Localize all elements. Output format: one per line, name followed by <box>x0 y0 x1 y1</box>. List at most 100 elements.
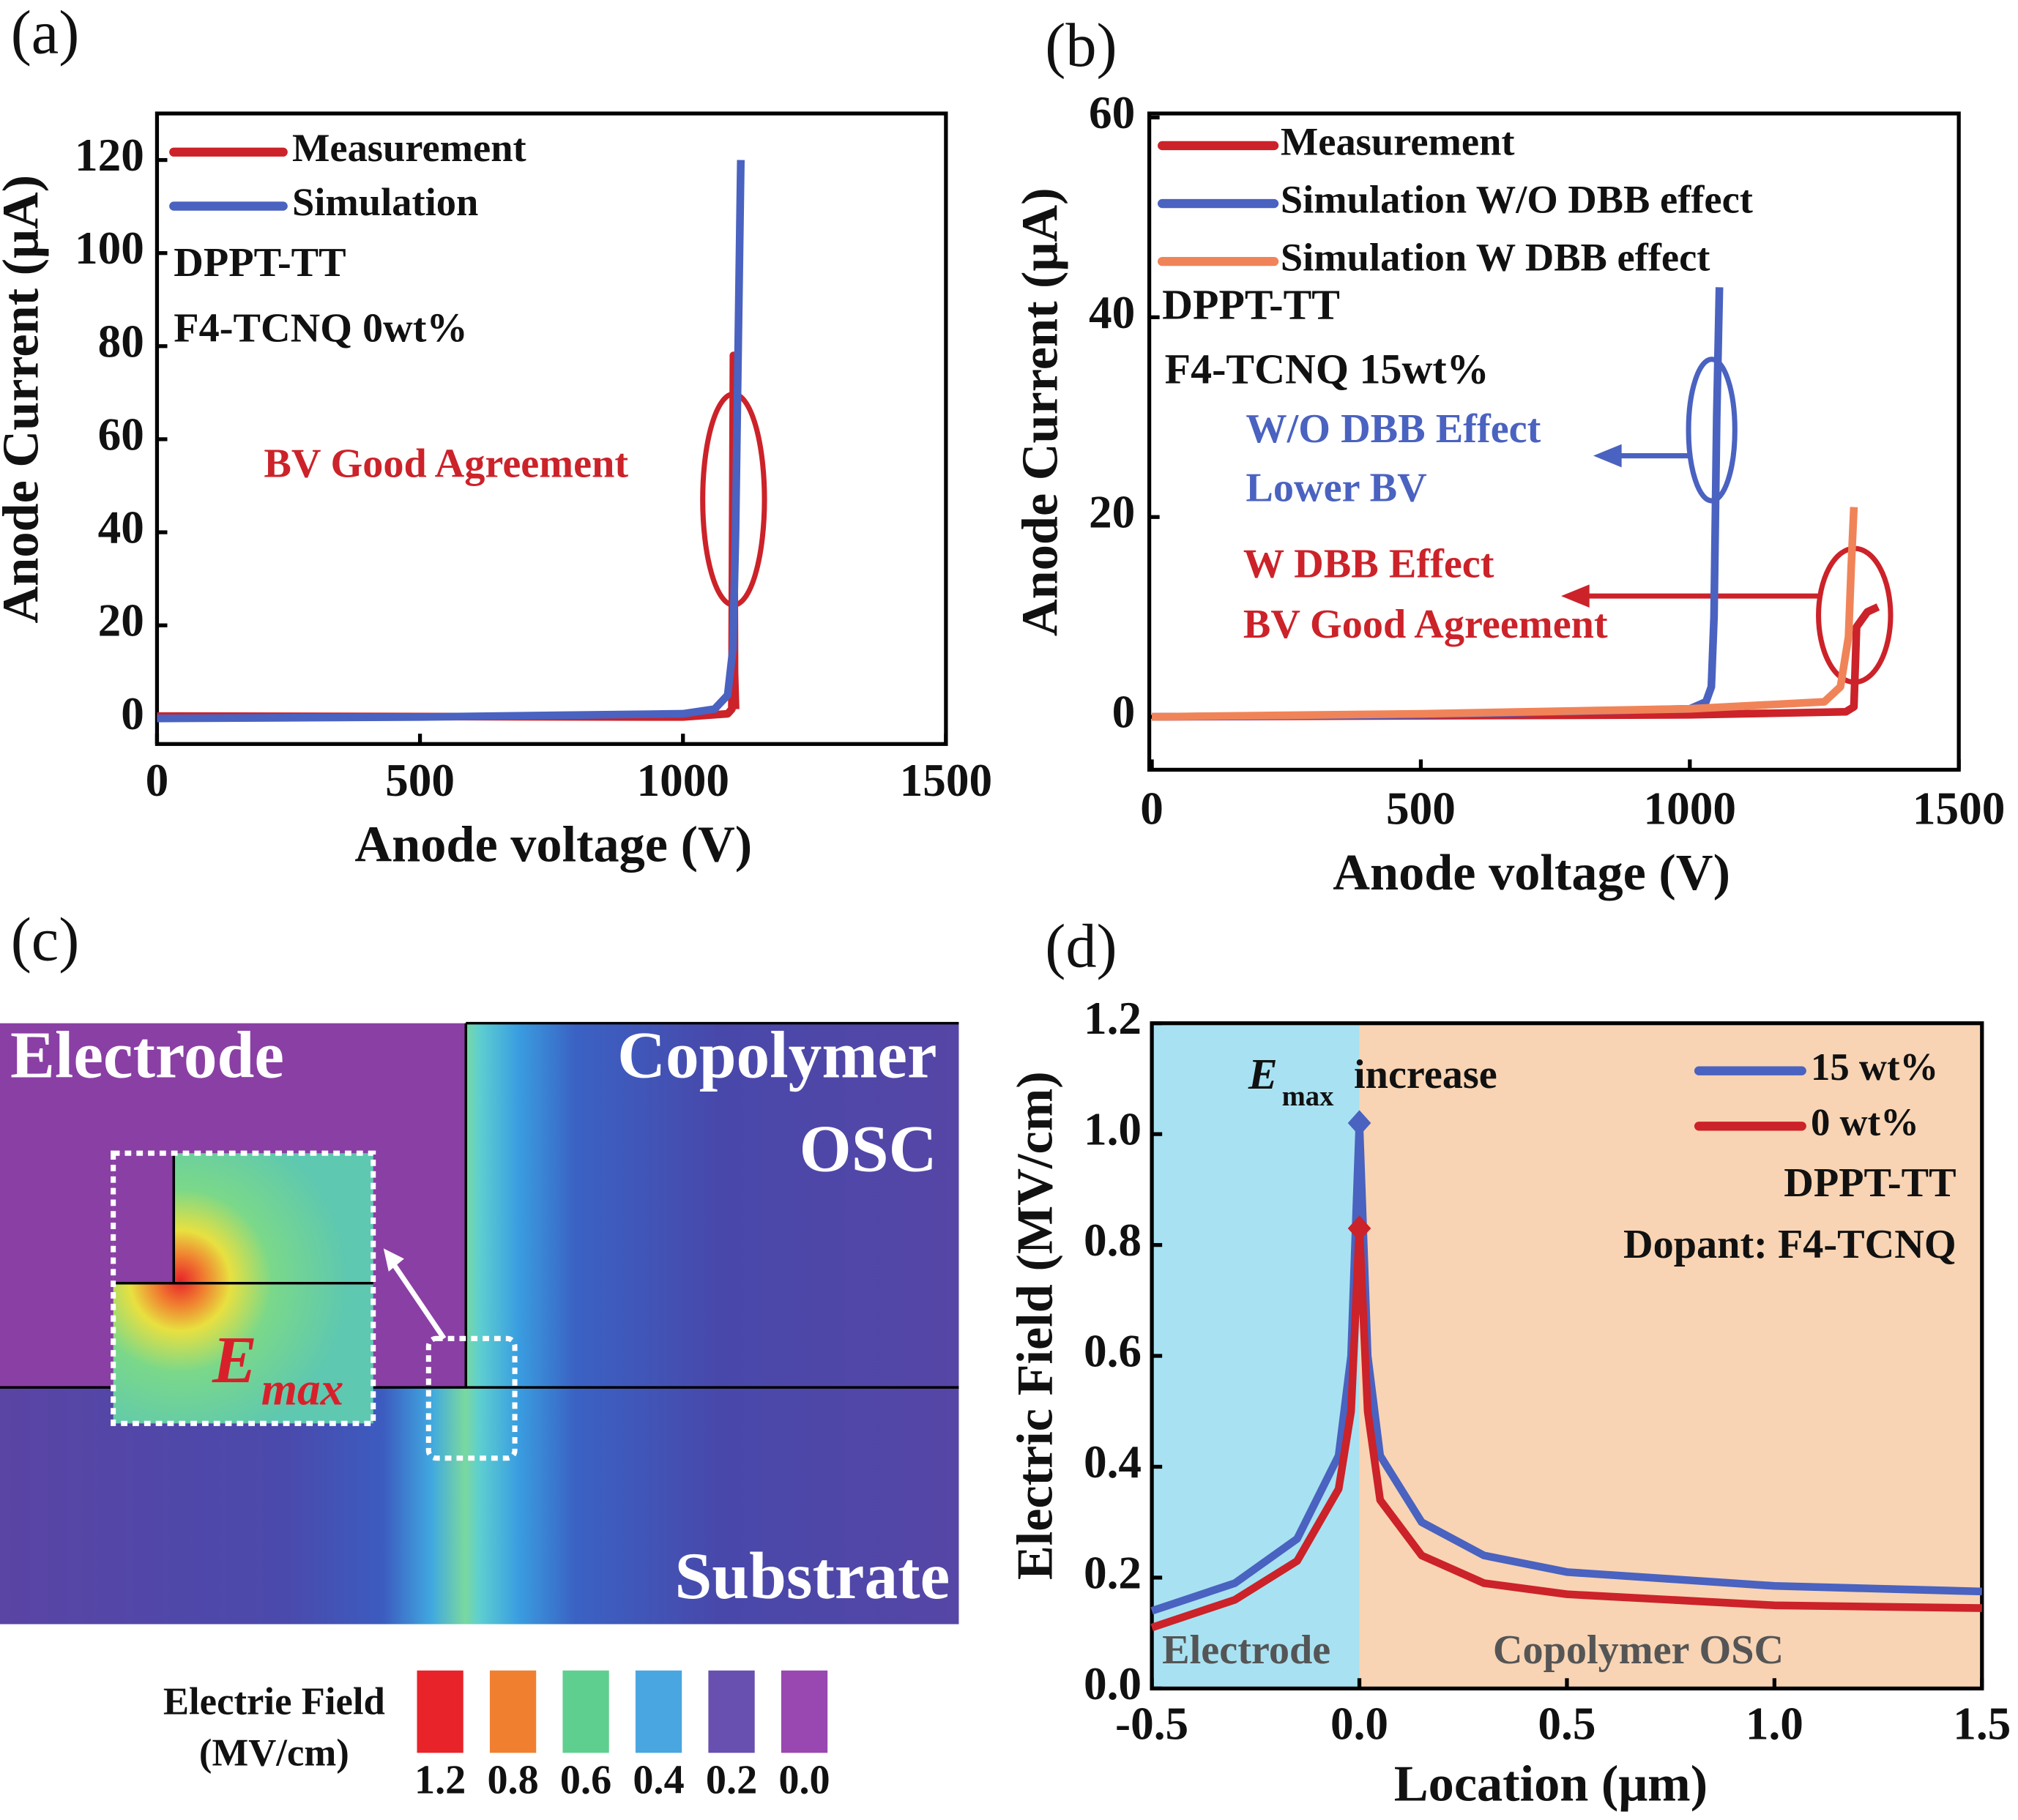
colorbar-label: 1.2 <box>414 1757 466 1802</box>
colorbar-title: (MV/cm) <box>199 1732 349 1775</box>
annotation: increase <box>1354 1052 1497 1097</box>
emax-subscript: max <box>261 1363 343 1414</box>
panel-label: (c) <box>11 906 80 974</box>
plot-frame <box>1147 111 1961 772</box>
x-tick-label: 0.5 <box>1538 1698 1596 1749</box>
y-tick-label: 0 <box>1112 687 1136 738</box>
annotation: E <box>1248 1050 1278 1098</box>
y-tick-label: 40 <box>98 502 144 553</box>
zoom-frame <box>425 1335 518 1461</box>
region-label: Substrate <box>674 1539 950 1613</box>
y-tick-label: 20 <box>98 595 144 646</box>
colorbar-swatch <box>635 1670 682 1753</box>
emax-label: E <box>212 1323 257 1397</box>
annotation: Lower BV <box>1246 466 1426 511</box>
series-line <box>157 351 740 721</box>
peak-marker <box>1347 1215 1371 1242</box>
y-axis-title: Anode Current (μA) <box>0 175 49 624</box>
plot-frame <box>154 111 948 746</box>
y-tick-label: 100 <box>75 223 144 274</box>
region-label: Copolymer <box>617 1018 937 1092</box>
y-tick-label: 0.0 <box>1084 1658 1142 1709</box>
x-tick-label: 1500 <box>1913 783 2006 835</box>
x-tick-label: 0 <box>1140 783 1163 835</box>
substrate-region <box>0 1387 959 1625</box>
panel-label: (b) <box>1045 12 1117 80</box>
y-tick-label: 80 <box>98 316 144 367</box>
inset-frame <box>111 1150 376 1426</box>
annotation: F4-TCNQ 0wt% <box>174 306 467 351</box>
annotation: max <box>1282 1081 1335 1112</box>
x-tick-label: 1000 <box>1644 783 1737 835</box>
legend-label: 0 wt% <box>1811 1101 1919 1144</box>
y-tick-label: 0.6 <box>1084 1326 1142 1377</box>
colorbar-label: 0.4 <box>633 1757 684 1802</box>
zoom-arrow-head <box>383 1248 404 1272</box>
region-label: Copolymer OSC <box>1493 1627 1784 1673</box>
legend-label: 15 wt% <box>1811 1046 1938 1089</box>
annotation: DPPT-TT <box>1784 1160 1956 1206</box>
colorbar-swatch <box>489 1670 537 1753</box>
panel-label: (d) <box>1045 912 1117 980</box>
annotation: Dopant: F4-TCNQ <box>1623 1222 1956 1267</box>
legend-label: Simulation W DBB effect <box>1281 235 1710 280</box>
y-axis-title: Electric Field (MV/cm) <box>1006 1071 1063 1580</box>
y-tick-label: 0.4 <box>1084 1436 1142 1488</box>
y-tick-label: 1.0 <box>1084 1104 1142 1155</box>
colorbar-swatch <box>708 1670 755 1753</box>
series-line <box>1152 507 1858 721</box>
region-label: Electrode <box>1162 1627 1330 1673</box>
x-tick-label: 1.0 <box>1746 1698 1803 1749</box>
y-tick-label: 1.2 <box>1084 993 1142 1044</box>
colorbar-label: 0.0 <box>778 1757 830 1802</box>
y-tick-label: 60 <box>1089 87 1135 138</box>
colorbar-label: 0.2 <box>706 1757 757 1802</box>
panel-label: (a) <box>11 0 80 67</box>
x-tick-label: 500 <box>385 755 455 806</box>
legend-label: Measurement <box>1281 119 1515 163</box>
colorbar-swatch <box>562 1670 609 1753</box>
x-axis-title: Anode voltage (V) <box>1333 844 1730 901</box>
colorbar-swatch <box>781 1670 828 1753</box>
colorbar-label: 0.8 <box>487 1757 538 1802</box>
annotation: BV Good Agreement <box>1243 602 1608 647</box>
x-tick-label: -0.5 <box>1115 1698 1188 1749</box>
x-tick-label: 1000 <box>636 755 729 806</box>
y-tick-label: 40 <box>1089 287 1135 338</box>
series-line <box>157 160 745 723</box>
arrow-head <box>1593 444 1622 468</box>
annotation: BV Good Agreement <box>264 441 628 486</box>
zoom-arrow <box>387 1257 447 1340</box>
field-map <box>0 1021 959 1625</box>
legend-label: Simulation <box>292 179 478 224</box>
x-axis-title: Location (μm) <box>1394 1756 1708 1813</box>
x-axis-title: Anode voltage (V) <box>354 816 752 873</box>
y-tick-label: 0 <box>121 688 144 739</box>
annotation: DPPT-TT <box>174 240 346 286</box>
annotation: W DBB Effect <box>1243 541 1494 586</box>
x-tick-label: 0.0 <box>1330 1698 1388 1749</box>
y-tick-label: 120 <box>75 130 144 181</box>
legend-label: Simulation W/O DBB effect <box>1281 177 1753 222</box>
colorbar-label: 0.6 <box>560 1757 611 1802</box>
series-line <box>1152 603 1880 721</box>
region <box>1152 1023 1360 1689</box>
y-tick-label: 0.8 <box>1084 1215 1142 1266</box>
x-tick-label: 1500 <box>900 755 993 806</box>
y-axis-title: Anode Current (μA) <box>1011 187 1068 636</box>
series-line <box>1150 1224 1982 1632</box>
copolymer-region <box>466 1023 959 1388</box>
region-label: OSC <box>800 1112 937 1186</box>
highlight-ellipse <box>1686 357 1738 504</box>
region-label: Electrode <box>10 1018 284 1092</box>
annotation: W/O DBB Effect <box>1246 406 1541 452</box>
legend-label: Measurement <box>292 125 526 170</box>
colorbar-swatch <box>417 1670 463 1753</box>
x-tick-label: 500 <box>1386 783 1456 835</box>
x-tick-label: 0 <box>146 755 169 806</box>
arrow-head <box>1561 584 1590 608</box>
inset-electrode <box>113 1153 174 1283</box>
colorbar-title: Electrie Field <box>163 1680 385 1723</box>
